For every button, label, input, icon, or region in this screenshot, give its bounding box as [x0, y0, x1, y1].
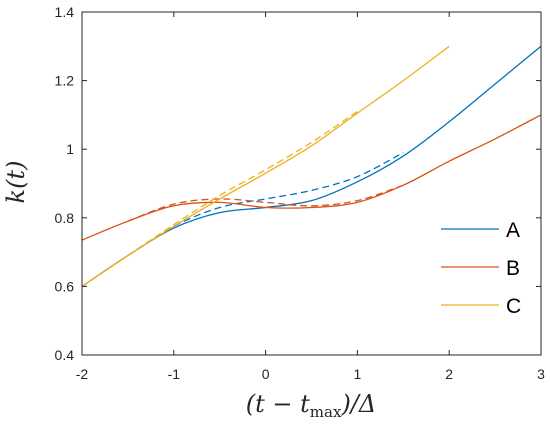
y-tick-label: 1.2: [55, 73, 75, 89]
x-tick-label: 1: [354, 366, 362, 382]
legend-label: C: [506, 295, 521, 318]
series-line-c-dashed: [81, 110, 358, 287]
plot-lines: [81, 45, 542, 287]
plot-box: [81, 11, 542, 356]
y-tick-label: 1.4: [55, 4, 75, 20]
legend-label: A: [506, 219, 520, 242]
y-tick-label: 1: [66, 141, 74, 157]
y-axis-label: k(t): [2, 161, 30, 204]
x-tick-label: -1: [168, 366, 181, 382]
y-tick-label: 0.6: [55, 278, 75, 294]
x-tick-label: -2: [76, 366, 89, 382]
tick-labels: -2 -1 0 1 2 3 0.4 0.6 0.8 1 1.2 1.4: [55, 4, 546, 382]
series-line-a: [81, 45, 542, 287]
y-tick-label: 0.4: [55, 347, 75, 363]
x-tick-label: 2: [445, 366, 453, 382]
x-tick-label: 0: [262, 366, 270, 382]
x-tick-label: 3: [537, 366, 545, 382]
series-line-b-dashed: [127, 184, 404, 222]
x-axis-label: (t − tmax)/Δ: [246, 390, 376, 421]
legend: ABC: [441, 219, 521, 318]
legend-label: B: [506, 257, 520, 280]
axis-ticks: [81, 11, 542, 356]
series-line-b: [81, 114, 542, 241]
y-tick-label: 0.8: [55, 210, 75, 226]
series-line-a-dashed: [81, 152, 404, 287]
